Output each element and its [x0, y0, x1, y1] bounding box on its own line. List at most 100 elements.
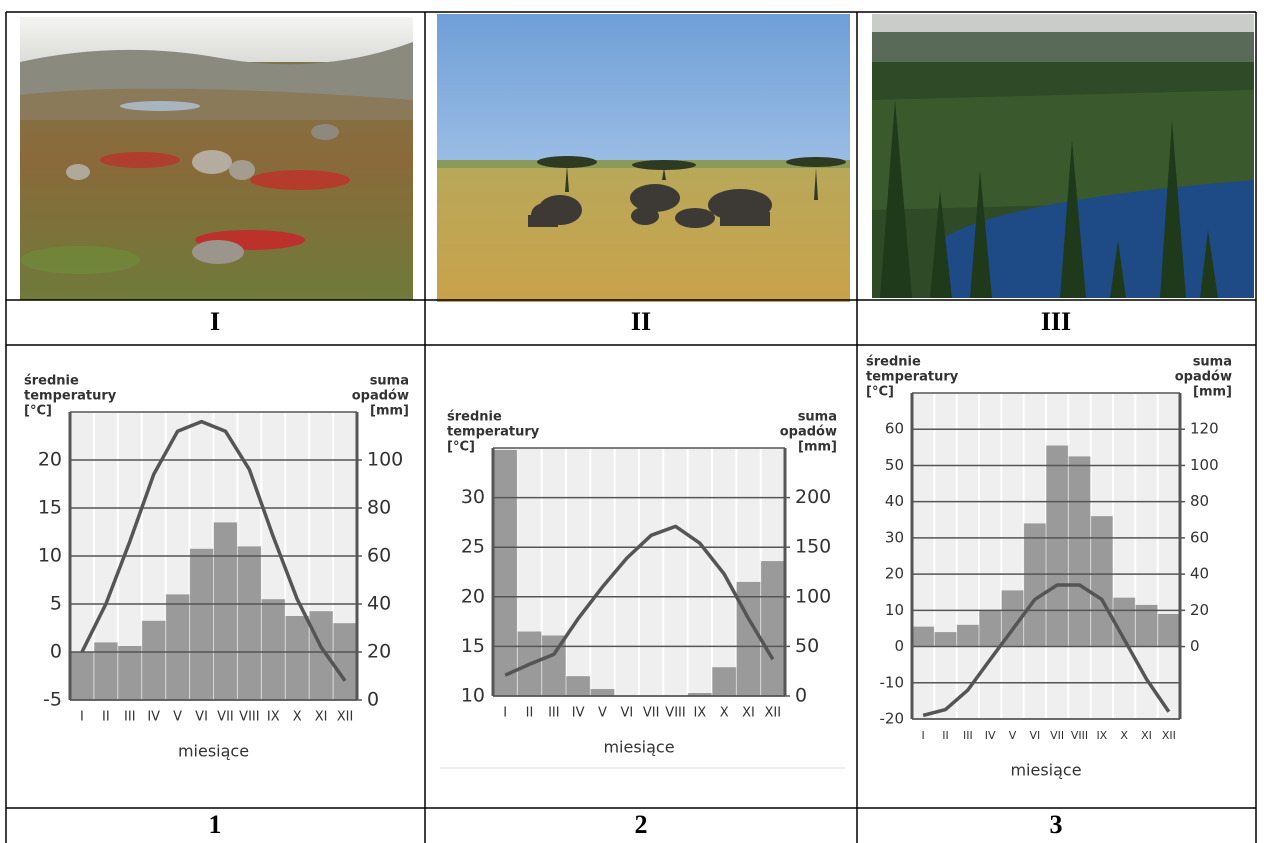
y2-axis-label: opadów [1175, 370, 1232, 385]
month-label: III [124, 710, 136, 725]
y-axis-label: średnie [866, 355, 921, 370]
y2-axis-label: suma [798, 410, 837, 425]
precipitation-bar [309, 611, 334, 700]
y-tick-label: 40 [885, 492, 904, 510]
month-label: II [526, 706, 534, 721]
y2-axis-label: opadów [780, 425, 837, 440]
month-label: IV [572, 706, 585, 721]
photo-label: I [210, 307, 220, 336]
y-tick-label: 15 [461, 635, 485, 657]
temperature-line [80, 419, 347, 682]
precipitation-bar [1090, 516, 1113, 647]
chart-label: 3 [1050, 810, 1063, 839]
y2-tick-label: 0 [1190, 637, 1200, 655]
precipitation-bar [912, 626, 935, 647]
precipitation-bar [760, 561, 785, 696]
table-grid [5, 11, 1257, 843]
y-tick-label: 20 [38, 449, 62, 471]
y2-tick-label: 100 [367, 449, 403, 471]
y-tick-label: 10 [38, 545, 62, 567]
month-label: IX [693, 706, 706, 721]
y-tick-label: 20 [461, 585, 485, 607]
precipitation-bar [590, 689, 615, 696]
month-label: X [720, 706, 729, 721]
y2-tick-label: 60 [1190, 528, 1209, 546]
y-tick-label: 15 [38, 497, 62, 519]
y-tick-label: 30 [885, 528, 904, 546]
y2-axis-label: [mm] [370, 404, 409, 419]
y2-tick-label: 80 [1190, 492, 1209, 510]
month-label: XII [1162, 729, 1176, 742]
y-tick-label: -5 [43, 689, 62, 711]
month-label: III [963, 729, 973, 742]
y2-tick-label: 40 [367, 593, 391, 615]
photo-savanna [437, 14, 850, 302]
y2-tick-label: 80 [367, 497, 391, 519]
photo-label: II [631, 307, 651, 336]
y2-tick-label: 20 [1190, 601, 1209, 619]
precipitation-bar [1046, 445, 1069, 647]
precipitation-bar [736, 581, 761, 696]
precipitation-bar [261, 599, 286, 700]
y2-axis-label: suma [370, 374, 409, 389]
month-label: V [1009, 729, 1017, 742]
y-tick-label: -10 [880, 673, 905, 691]
x-axis-label: miesiące [603, 738, 674, 757]
y2-tick-label: 0 [795, 685, 807, 707]
precipitation-bar [1068, 456, 1091, 647]
y-axis-label: temperatury [447, 425, 540, 440]
month-label: I [922, 729, 925, 742]
y2-axis-label: suma [1193, 355, 1232, 370]
month-label: VII [1050, 729, 1064, 742]
precipitation-bar [934, 632, 957, 647]
month-label: VIII [239, 710, 259, 725]
precipitation-bar [237, 546, 262, 700]
precipitation-bar [712, 667, 737, 696]
x-axis-label: miesiące [178, 742, 249, 761]
y2-tick-label: 150 [795, 536, 831, 558]
y2-tick-label: 20 [367, 641, 391, 663]
y-tick-label: 25 [461, 536, 485, 558]
month-label: III [548, 706, 560, 721]
y-axis-label: [°C] [24, 404, 52, 419]
month-label: XI [742, 706, 755, 721]
month-label: VII [643, 706, 660, 721]
month-label: I [503, 706, 507, 721]
precipitation-bar [1157, 613, 1180, 647]
precipitation-bar [285, 616, 310, 700]
y2-tick-label: 50 [795, 635, 819, 657]
month-label: VI [195, 710, 208, 725]
y2-axis-label: [mm] [798, 440, 837, 455]
month-label: VI [1029, 729, 1040, 742]
y2-tick-label: 200 [795, 486, 831, 508]
month-label: VIII [665, 706, 685, 721]
precipitation-bar [687, 693, 712, 696]
y-axis-label: [°C] [866, 385, 894, 400]
precipitation-bar [1135, 604, 1158, 647]
y2-tick-label: 120 [1190, 420, 1219, 438]
precipitation-bar [117, 646, 142, 700]
precipitation-bar [979, 610, 1002, 647]
precipitation-bar [333, 623, 357, 700]
precipitation-bar [189, 548, 214, 700]
temperature-line [922, 583, 1171, 718]
x-axis-label: miesiące [1010, 761, 1081, 780]
month-label: II [102, 710, 110, 725]
month-label: X [1120, 729, 1128, 742]
month-label: II [942, 729, 949, 742]
precipitation-bar [1023, 523, 1046, 647]
y2-tick-label: 40 [1190, 565, 1209, 583]
photo-label: III [1041, 307, 1071, 336]
month-label: X [293, 710, 302, 725]
y-tick-label: -20 [880, 710, 905, 728]
y-tick-label: 20 [885, 565, 904, 583]
month-label: XI [1141, 729, 1152, 742]
precipitation-bar [165, 594, 190, 700]
precipitation-bar [566, 676, 591, 696]
y-axis-label: średnie [447, 410, 502, 425]
precipitation-bar [956, 624, 979, 647]
y2-tick-label: 100 [795, 585, 831, 607]
chart-label: 2 [635, 810, 648, 839]
precipitation-bar [141, 620, 166, 700]
